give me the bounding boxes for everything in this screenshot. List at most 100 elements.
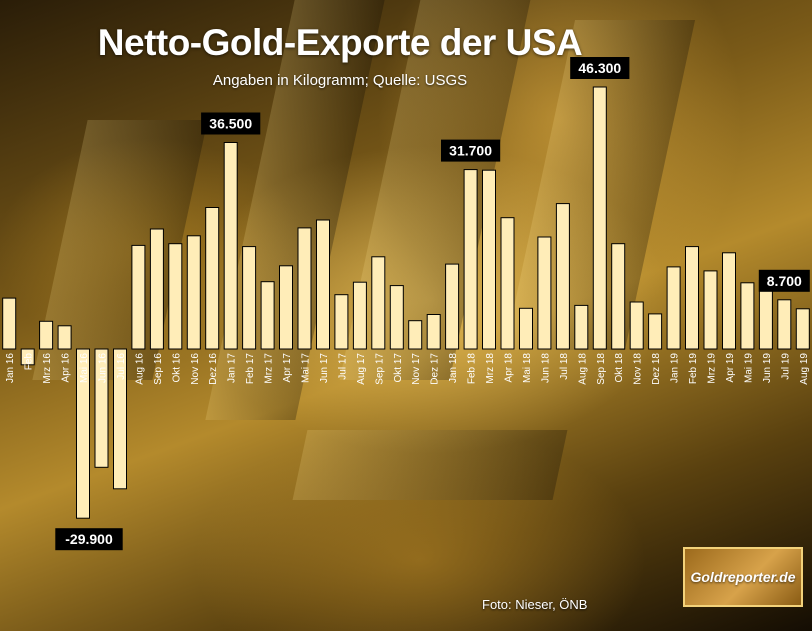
bar xyxy=(57,325,72,350)
bar xyxy=(39,320,54,350)
bar xyxy=(76,348,90,519)
x-tick-label: Jul 17 xyxy=(337,353,348,380)
x-tick-label: Apr 16 xyxy=(61,353,72,383)
data-label: 46.300 xyxy=(578,60,621,76)
data-label-box xyxy=(570,57,630,79)
data-label: 36.500 xyxy=(209,116,252,132)
x-tick-label: Jul 19 xyxy=(780,353,791,380)
bar xyxy=(740,282,755,350)
bar xyxy=(703,270,718,350)
bar xyxy=(592,86,607,350)
x-tick-label: Apr 17 xyxy=(282,353,293,383)
x-tick-label: Jan 17 xyxy=(227,353,238,383)
bar xyxy=(186,235,201,350)
bar xyxy=(537,236,552,350)
x-tick-label: Jul 16 xyxy=(116,353,127,380)
data-label: -29.900 xyxy=(65,531,113,547)
bar xyxy=(648,313,663,350)
x-tick-label: Nov 18 xyxy=(633,353,644,385)
bar xyxy=(260,281,275,350)
x-tick-label: Mai 18 xyxy=(522,353,533,383)
bar xyxy=(20,348,35,366)
data-label: 8.700 xyxy=(767,273,802,289)
bar xyxy=(223,142,238,350)
bar xyxy=(205,207,220,350)
x-tick-label: Aug 16 xyxy=(134,353,145,385)
bar xyxy=(2,297,17,350)
x-tick-label: Aug 18 xyxy=(577,353,588,385)
x-tick-label: Mai 19 xyxy=(743,353,754,383)
bar xyxy=(408,320,423,350)
x-tick-label: Mai 16 xyxy=(79,353,90,383)
data-label: 31.700 xyxy=(449,143,492,159)
photo-credit: Foto: Nieser, ÖNB xyxy=(482,597,588,612)
data-label-box xyxy=(201,112,261,135)
x-tick-label: Okt 18 xyxy=(614,353,625,383)
x-tick-label: Jun 16 xyxy=(98,353,109,383)
bar xyxy=(795,308,810,350)
x-tick-label: Nov 16 xyxy=(190,353,201,385)
bar xyxy=(242,246,257,350)
x-tick-label: Sep 17 xyxy=(374,353,385,385)
x-tick-label: Mrz 16 xyxy=(42,353,53,384)
logo-text: Goldreporter.de xyxy=(690,569,796,585)
bar xyxy=(131,244,146,350)
x-tick-label: Dez 16 xyxy=(208,353,219,385)
bar xyxy=(685,246,699,350)
bar xyxy=(94,348,109,468)
bar xyxy=(482,169,496,350)
x-tick-label: Mrz 19 xyxy=(707,353,718,384)
chart-subtitle: Angaben in Kilogramm; Quelle: USGS xyxy=(212,72,468,89)
bar xyxy=(168,243,183,350)
chart-title: Netto-Gold-Exporte der USA xyxy=(97,22,583,63)
x-tick-label: Jun 18 xyxy=(540,353,551,383)
bar xyxy=(389,285,404,350)
bar xyxy=(666,266,681,350)
data-label-box xyxy=(441,139,501,162)
x-tick-label: Jan 16 xyxy=(5,353,16,383)
x-tick-label: Apr 18 xyxy=(504,353,515,383)
x-tick-label: Mai 17 xyxy=(301,353,312,383)
data-label-box xyxy=(758,269,810,292)
x-tick-label: Mrz 17 xyxy=(264,353,275,384)
x-tick-label: Feb xyxy=(24,353,35,371)
bar xyxy=(611,243,626,350)
x-tick-label: Jun 19 xyxy=(762,353,773,383)
bar xyxy=(519,307,533,350)
x-tick-label: Jun 17 xyxy=(319,353,330,383)
x-tick-label: Okt 17 xyxy=(393,353,404,383)
x-tick-label: Feb 17 xyxy=(245,353,256,385)
bar xyxy=(722,252,736,350)
x-tick-label: Nov 17 xyxy=(411,353,422,385)
x-tick-label: Aug 19 xyxy=(799,353,810,385)
data-label-box xyxy=(55,528,123,551)
x-tick-label: Mrz 18 xyxy=(485,353,496,384)
bar xyxy=(574,304,589,350)
bar xyxy=(149,228,164,350)
x-tick-label: Dez 17 xyxy=(430,353,441,385)
bar xyxy=(629,301,644,350)
x-tick-label: Sep 16 xyxy=(153,353,164,385)
x-tick-label: Dez 18 xyxy=(651,353,662,385)
x-tick-label: Aug 17 xyxy=(356,353,367,385)
bar xyxy=(279,265,293,350)
bar xyxy=(500,217,515,350)
goldreporter-logo: Goldreporter.de xyxy=(683,547,803,607)
bar xyxy=(352,281,367,350)
x-tick-label: Jul 18 xyxy=(559,353,570,380)
x-tick-label: Okt 16 xyxy=(171,353,182,383)
bar xyxy=(297,227,312,350)
x-tick-label: Feb 18 xyxy=(467,353,478,385)
bar xyxy=(113,348,127,490)
bar xyxy=(426,314,441,350)
x-tick-label: Apr 19 xyxy=(725,353,736,383)
x-tick-label: Feb 19 xyxy=(688,353,699,385)
bar xyxy=(463,169,478,350)
bar xyxy=(555,203,570,350)
bar xyxy=(316,219,330,350)
bar xyxy=(371,256,386,350)
x-tick-label: Jan 19 xyxy=(670,353,681,383)
bar xyxy=(777,299,792,350)
x-tick-label: Sep 18 xyxy=(596,353,607,385)
